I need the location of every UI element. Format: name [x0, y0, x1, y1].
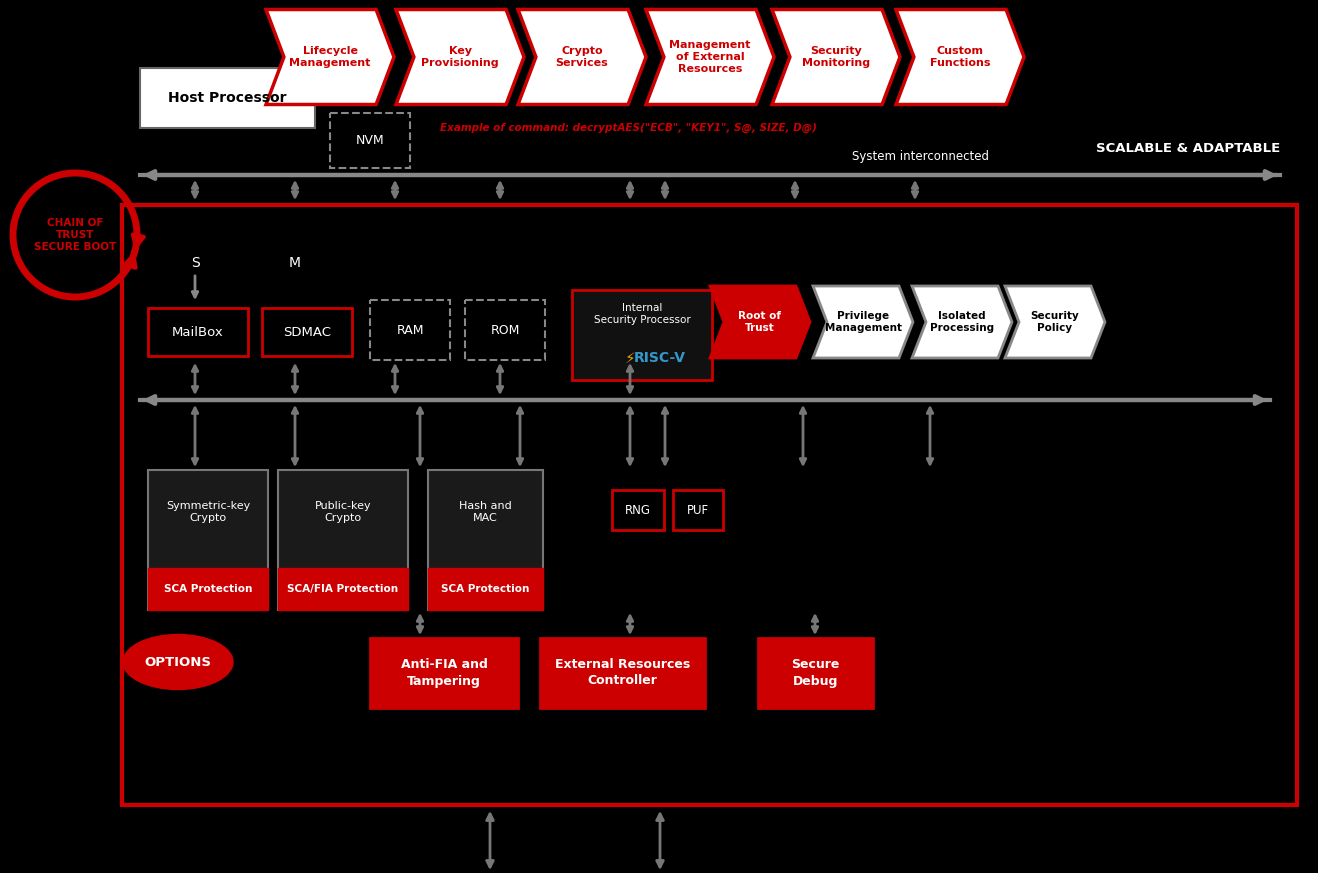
Bar [370, 638, 518, 708]
Text: System interconnected: System interconnected [851, 150, 988, 163]
Text: Anti-FIA and
Tampering: Anti-FIA and Tampering [401, 658, 488, 688]
Text: MailBox: MailBox [173, 326, 224, 339]
Text: SCA Protection: SCA Protection [442, 584, 530, 594]
Text: SCA/FIA Protection: SCA/FIA Protection [287, 584, 398, 594]
Bar [540, 638, 705, 708]
Text: PUF: PUF [687, 504, 709, 517]
Text: SCALABLE & ADAPTABLE: SCALABLE & ADAPTABLE [1095, 141, 1280, 155]
Bar [148, 470, 268, 610]
Text: Crypto
Services: Crypto Services [556, 45, 609, 68]
Text: RAM: RAM [397, 324, 424, 336]
Text: Public-key
Crypto: Public-key Crypto [315, 501, 372, 523]
Text: Management
of External
Resources: Management of External Resources [670, 39, 751, 74]
Polygon shape [395, 10, 525, 105]
Bar [612, 490, 664, 530]
Polygon shape [813, 286, 913, 358]
Text: Privilege
Management: Privilege Management [825, 311, 902, 333]
Polygon shape [646, 10, 774, 105]
Text: Key
Provisioning: Key Provisioning [422, 45, 498, 68]
Polygon shape [912, 286, 1012, 358]
Text: Isolated
Processing: Isolated Processing [931, 311, 994, 333]
Text: Lifecycle
Management: Lifecycle Management [290, 45, 370, 68]
Text: RNG: RNG [625, 504, 651, 517]
Bar [465, 300, 546, 360]
Bar [123, 205, 1297, 805]
Text: Security
Monitoring: Security Monitoring [801, 45, 870, 68]
Polygon shape [266, 10, 394, 105]
Bar [262, 308, 352, 356]
Polygon shape [518, 10, 646, 105]
Text: NVM: NVM [356, 134, 385, 147]
Text: Security
Policy: Security Policy [1031, 311, 1079, 333]
Bar [572, 290, 712, 380]
Text: Hash and
MAC: Hash and MAC [459, 501, 511, 523]
Bar [673, 490, 724, 530]
Bar [758, 638, 873, 708]
Text: Host Processor: Host Processor [169, 91, 287, 105]
Bar [148, 568, 268, 610]
Text: Symmetric-key
Crypto: Symmetric-key Crypto [166, 501, 250, 523]
Bar [330, 113, 410, 168]
Text: Root of
Trust: Root of Trust [738, 311, 782, 333]
Text: SCA Protection: SCA Protection [163, 584, 252, 594]
Bar [140, 68, 315, 128]
Text: OPTIONS: OPTIONS [145, 656, 211, 669]
Bar [370, 300, 449, 360]
Text: Custom
Functions: Custom Functions [929, 45, 990, 68]
Polygon shape [896, 10, 1024, 105]
Text: S: S [191, 256, 199, 270]
Polygon shape [772, 10, 900, 105]
Text: Secure
Debug: Secure Debug [791, 658, 840, 688]
Text: External Resources
Controller: External Resources Controller [555, 658, 691, 688]
Bar [148, 308, 248, 356]
Text: SDMAC: SDMAC [283, 326, 331, 339]
Text: Internal
Security Processor: Internal Security Processor [593, 303, 691, 326]
Bar [428, 568, 543, 610]
Text: Example of command: decryptAES("ECB", "KEY1", S@, SIZE, D@): Example of command: decryptAES("ECB", "K… [440, 123, 817, 134]
Bar [428, 470, 543, 610]
Text: M: M [289, 256, 301, 270]
Text: ⚡: ⚡ [625, 350, 635, 366]
Text: RISC-V: RISC-V [634, 351, 685, 365]
Polygon shape [1006, 286, 1104, 358]
Polygon shape [710, 286, 811, 358]
Text: CHAIN OF
TRUST
SECURE BOOT: CHAIN OF TRUST SECURE BOOT [34, 217, 116, 252]
Bar [278, 470, 409, 610]
Bar [278, 568, 409, 610]
Text: ROM: ROM [490, 324, 519, 336]
Ellipse shape [123, 635, 233, 690]
